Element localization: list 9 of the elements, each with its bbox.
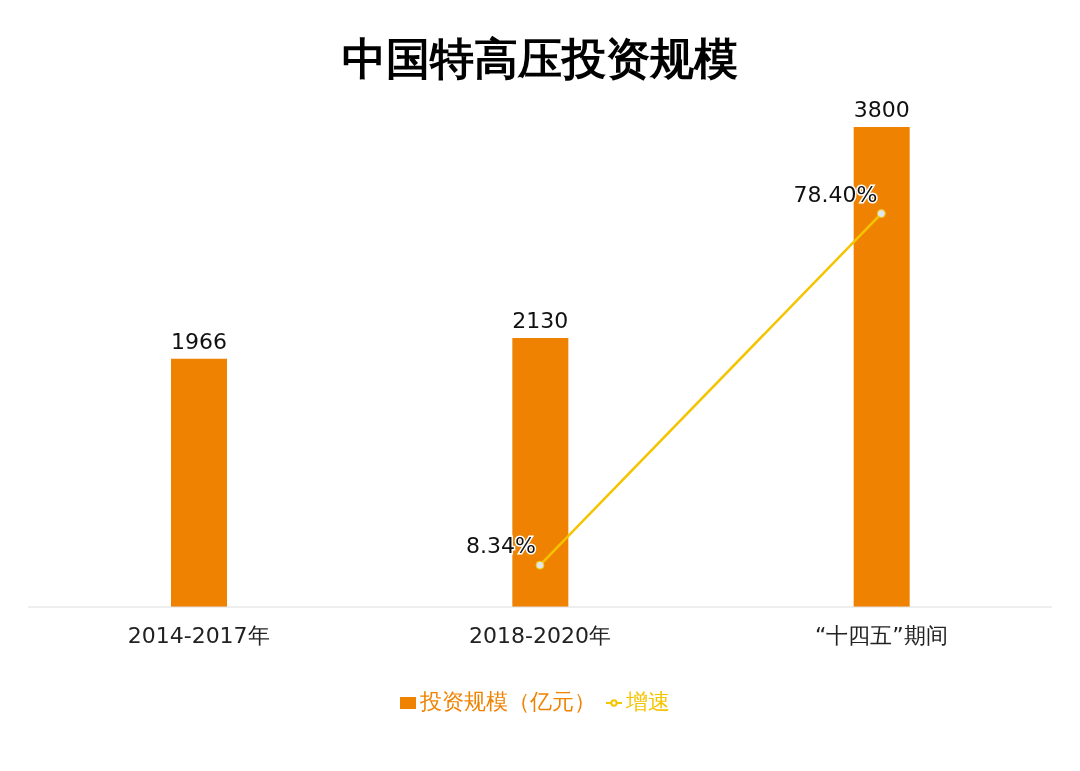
data-label: 2130 (512, 307, 569, 333)
data-label: 1966 (171, 328, 227, 354)
x-tick-label: 2014-2017年 (127, 622, 270, 648)
data-label: 3800 (853, 97, 910, 122)
chart-title: 中国特高压投资规模 (341, 32, 739, 86)
legend-label: 增速 (626, 689, 670, 714)
legend-label: 投资规模（亿元） (420, 689, 596, 714)
x-tick-label: “十四五”期间 (814, 622, 948, 648)
x-tick-label: 2018-2020年 (469, 622, 611, 648)
